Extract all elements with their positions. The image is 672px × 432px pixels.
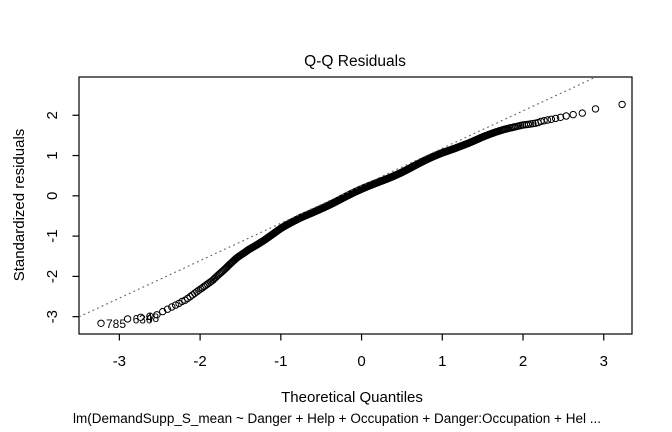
- data-point: [146, 312, 154, 320]
- data-point: [163, 305, 172, 313]
- outlier-label: 785: [106, 317, 126, 331]
- y-axis-label: Standardized residuals: [11, 129, 28, 282]
- data-point: [209, 276, 218, 284]
- data-point: [618, 100, 626, 109]
- data-point: [547, 115, 555, 124]
- y-tick-label: 1: [44, 151, 61, 159]
- data-point: [540, 117, 548, 125]
- data-point: [137, 313, 145, 321]
- y-tick-label: -3: [44, 310, 61, 323]
- y-tick-label: -2: [44, 270, 61, 283]
- chart-title: Q-Q Residuals: [304, 53, 406, 70]
- data-point: [97, 319, 105, 327]
- data-point: [569, 110, 577, 119]
- x-tick-label: 2: [519, 353, 527, 370]
- x-tick-label: 1: [438, 353, 446, 370]
- x-axis-label: Theoretical Quantiles: [281, 389, 423, 406]
- data-point: [171, 301, 180, 309]
- outlier-label: 630: [133, 312, 153, 326]
- plot-border: [78, 76, 633, 335]
- data-point: [551, 114, 560, 123]
- axes-layer: -3 -2 -1 0 1 2 3 -3 -2 -1 0 1 2: [44, 76, 633, 370]
- data-point: [543, 116, 552, 124]
- x-tick-label: -2: [193, 353, 206, 370]
- data-point: [195, 286, 203, 294]
- x-tick-label: 0: [357, 353, 365, 370]
- data-point: [529, 119, 537, 128]
- x-tick-label: -1: [274, 353, 287, 370]
- data-point: [578, 109, 586, 117]
- data-point: [591, 105, 600, 113]
- outlier-label: 48: [146, 311, 160, 325]
- x-tick-label: -3: [113, 353, 126, 370]
- data-point: [168, 303, 176, 311]
- data-point: [153, 311, 161, 319]
- data-point: [562, 112, 570, 120]
- y-tick-label: 0: [44, 192, 61, 200]
- data-point: [123, 315, 132, 323]
- x-tick-label: 3: [600, 353, 608, 370]
- y-tick-label: -1: [44, 229, 61, 242]
- y-tick-label: 2: [44, 111, 61, 119]
- model-caption: lm(DemandSupp_S_mean ~ Danger + Help + O…: [73, 411, 601, 426]
- qq-points-group: [97, 100, 626, 327]
